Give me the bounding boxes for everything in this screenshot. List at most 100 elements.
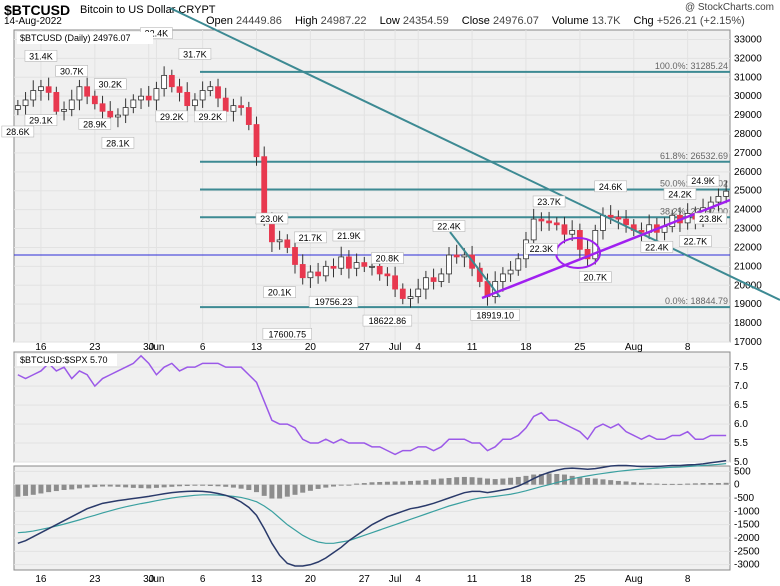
price-annotation-box	[532, 195, 566, 208]
macd-histogram-bar	[677, 483, 683, 485]
candle-body	[453, 254, 460, 258]
x-tick-label-bottom: 8	[685, 574, 691, 585]
candle-body	[99, 103, 106, 112]
candle-body	[507, 269, 514, 275]
macd-histogram-bar	[200, 484, 206, 486]
macd-histogram-bar	[492, 479, 498, 485]
macd-histogram-bar	[230, 484, 236, 488]
price-annotation-box	[371, 252, 404, 264]
macd-histogram-bar	[23, 484, 29, 496]
price-legend-bg	[17, 32, 153, 44]
short-downtrend-line	[449, 231, 501, 298]
macd-histogram-bar	[561, 474, 567, 485]
macd-histogram-bar	[523, 475, 529, 485]
price-annotation: 29.1K	[29, 116, 53, 126]
candle-body	[499, 273, 506, 282]
candle-body	[415, 288, 422, 298]
candle-body	[153, 88, 160, 101]
ratio-tick-label: 6.0	[734, 419, 748, 430]
macd-histogram-bar	[53, 484, 59, 492]
candle-body	[215, 86, 221, 99]
candle-body	[22, 99, 29, 107]
macd-histogram-bar	[84, 484, 90, 488]
candle-body	[261, 156, 268, 220]
macd-histogram-bar	[207, 484, 213, 486]
macd-histogram-bar	[669, 483, 675, 485]
macd-histogram-bar	[15, 484, 21, 497]
candle-body	[315, 271, 322, 277]
price-tick-label: 18000	[734, 318, 762, 329]
price-annotation: 20.1K	[268, 288, 292, 298]
candle-body	[207, 86, 214, 91]
macd-histogram-bar	[238, 484, 244, 489]
price-annotation: 23.7K	[537, 197, 561, 207]
macd-histogram-bar	[638, 482, 644, 485]
macd-histogram-bar	[423, 480, 429, 485]
price-annotation-box	[579, 271, 612, 283]
macd-histogram-bar	[146, 484, 152, 489]
candle-body	[392, 275, 398, 290]
open-label: Open	[206, 15, 233, 27]
price-annotation-box	[308, 295, 359, 308]
macd-histogram-bar	[369, 482, 375, 485]
x-tick-label-top: 23	[89, 342, 101, 353]
macd-histogram-bar	[615, 480, 621, 485]
volume-value: 13.7K	[591, 15, 621, 27]
ratio-legend: $BTCUSD:$SPX 5.70	[20, 355, 108, 365]
price-annotation: 28.6K	[6, 127, 30, 137]
x-tick-label-bottom: 18	[520, 574, 532, 585]
change-label: Chg	[633, 15, 654, 27]
macd-histogram-bar	[338, 484, 344, 486]
price-tick-label: 33000	[734, 34, 762, 45]
macd-histogram-bar	[538, 474, 544, 485]
ratio-line	[17, 354, 727, 456]
price-annotation-box	[155, 110, 189, 123]
macd-histogram-bar	[61, 484, 67, 490]
x-tick-label-bottom: 13	[251, 574, 263, 585]
price-annotation-box	[263, 286, 296, 298]
price-annotation: 18919.10	[476, 310, 514, 320]
candle-body	[615, 216, 622, 220]
macd-histogram-bar	[315, 484, 321, 489]
x-tick-label-bottom: 16	[35, 574, 47, 585]
macd-histogram-bar	[407, 480, 413, 485]
macd-histogram-bar	[500, 478, 506, 485]
price-tick-label: 19000	[734, 299, 762, 310]
price-annotation-box	[24, 114, 58, 126]
price-annotation: 24.9K	[691, 176, 715, 186]
price-tick-label: 17000	[734, 337, 762, 348]
price-annotation: 18622.86	[369, 316, 407, 326]
high-value: 24987.22	[320, 15, 367, 27]
fib-label: 61.8%: 26532.69	[660, 151, 728, 161]
candle-body	[438, 273, 445, 282]
price-tick-label: 32000	[734, 53, 762, 64]
macd-histogram-bar	[354, 483, 360, 485]
candle-body	[407, 296, 414, 299]
macd-signal-line	[17, 463, 727, 544]
macd-tick-label: -500	[734, 493, 754, 504]
candle-body	[38, 86, 44, 91]
candle-body	[145, 95, 152, 101]
candle-body	[61, 109, 67, 112]
price-annotation: 30.2K	[98, 80, 122, 90]
price-annotation-box	[55, 65, 88, 77]
x-tick-label-top: 16	[35, 342, 47, 353]
candle-body	[230, 105, 237, 112]
price-annotation-box	[101, 137, 135, 149]
price-annotation: 20.8K	[376, 254, 400, 264]
macd-histogram-bar	[177, 484, 183, 487]
macd-histogram-bar	[377, 482, 383, 485]
macd-histogram-bar	[100, 484, 106, 487]
candle-body	[430, 277, 437, 282]
price-annotation-box	[178, 48, 212, 60]
candle-body	[446, 254, 452, 275]
macd-histogram-bar	[484, 478, 490, 485]
volume-label: Volume	[551, 15, 589, 27]
rising-support-line	[481, 198, 731, 300]
candle-body	[361, 262, 368, 267]
candle-body	[68, 99, 75, 110]
price-annotation-box	[686, 174, 720, 187]
x-tick-label-top: 6	[200, 342, 206, 353]
ratio-tick-label: 7.0	[734, 381, 748, 392]
candle-body	[607, 214, 614, 218]
